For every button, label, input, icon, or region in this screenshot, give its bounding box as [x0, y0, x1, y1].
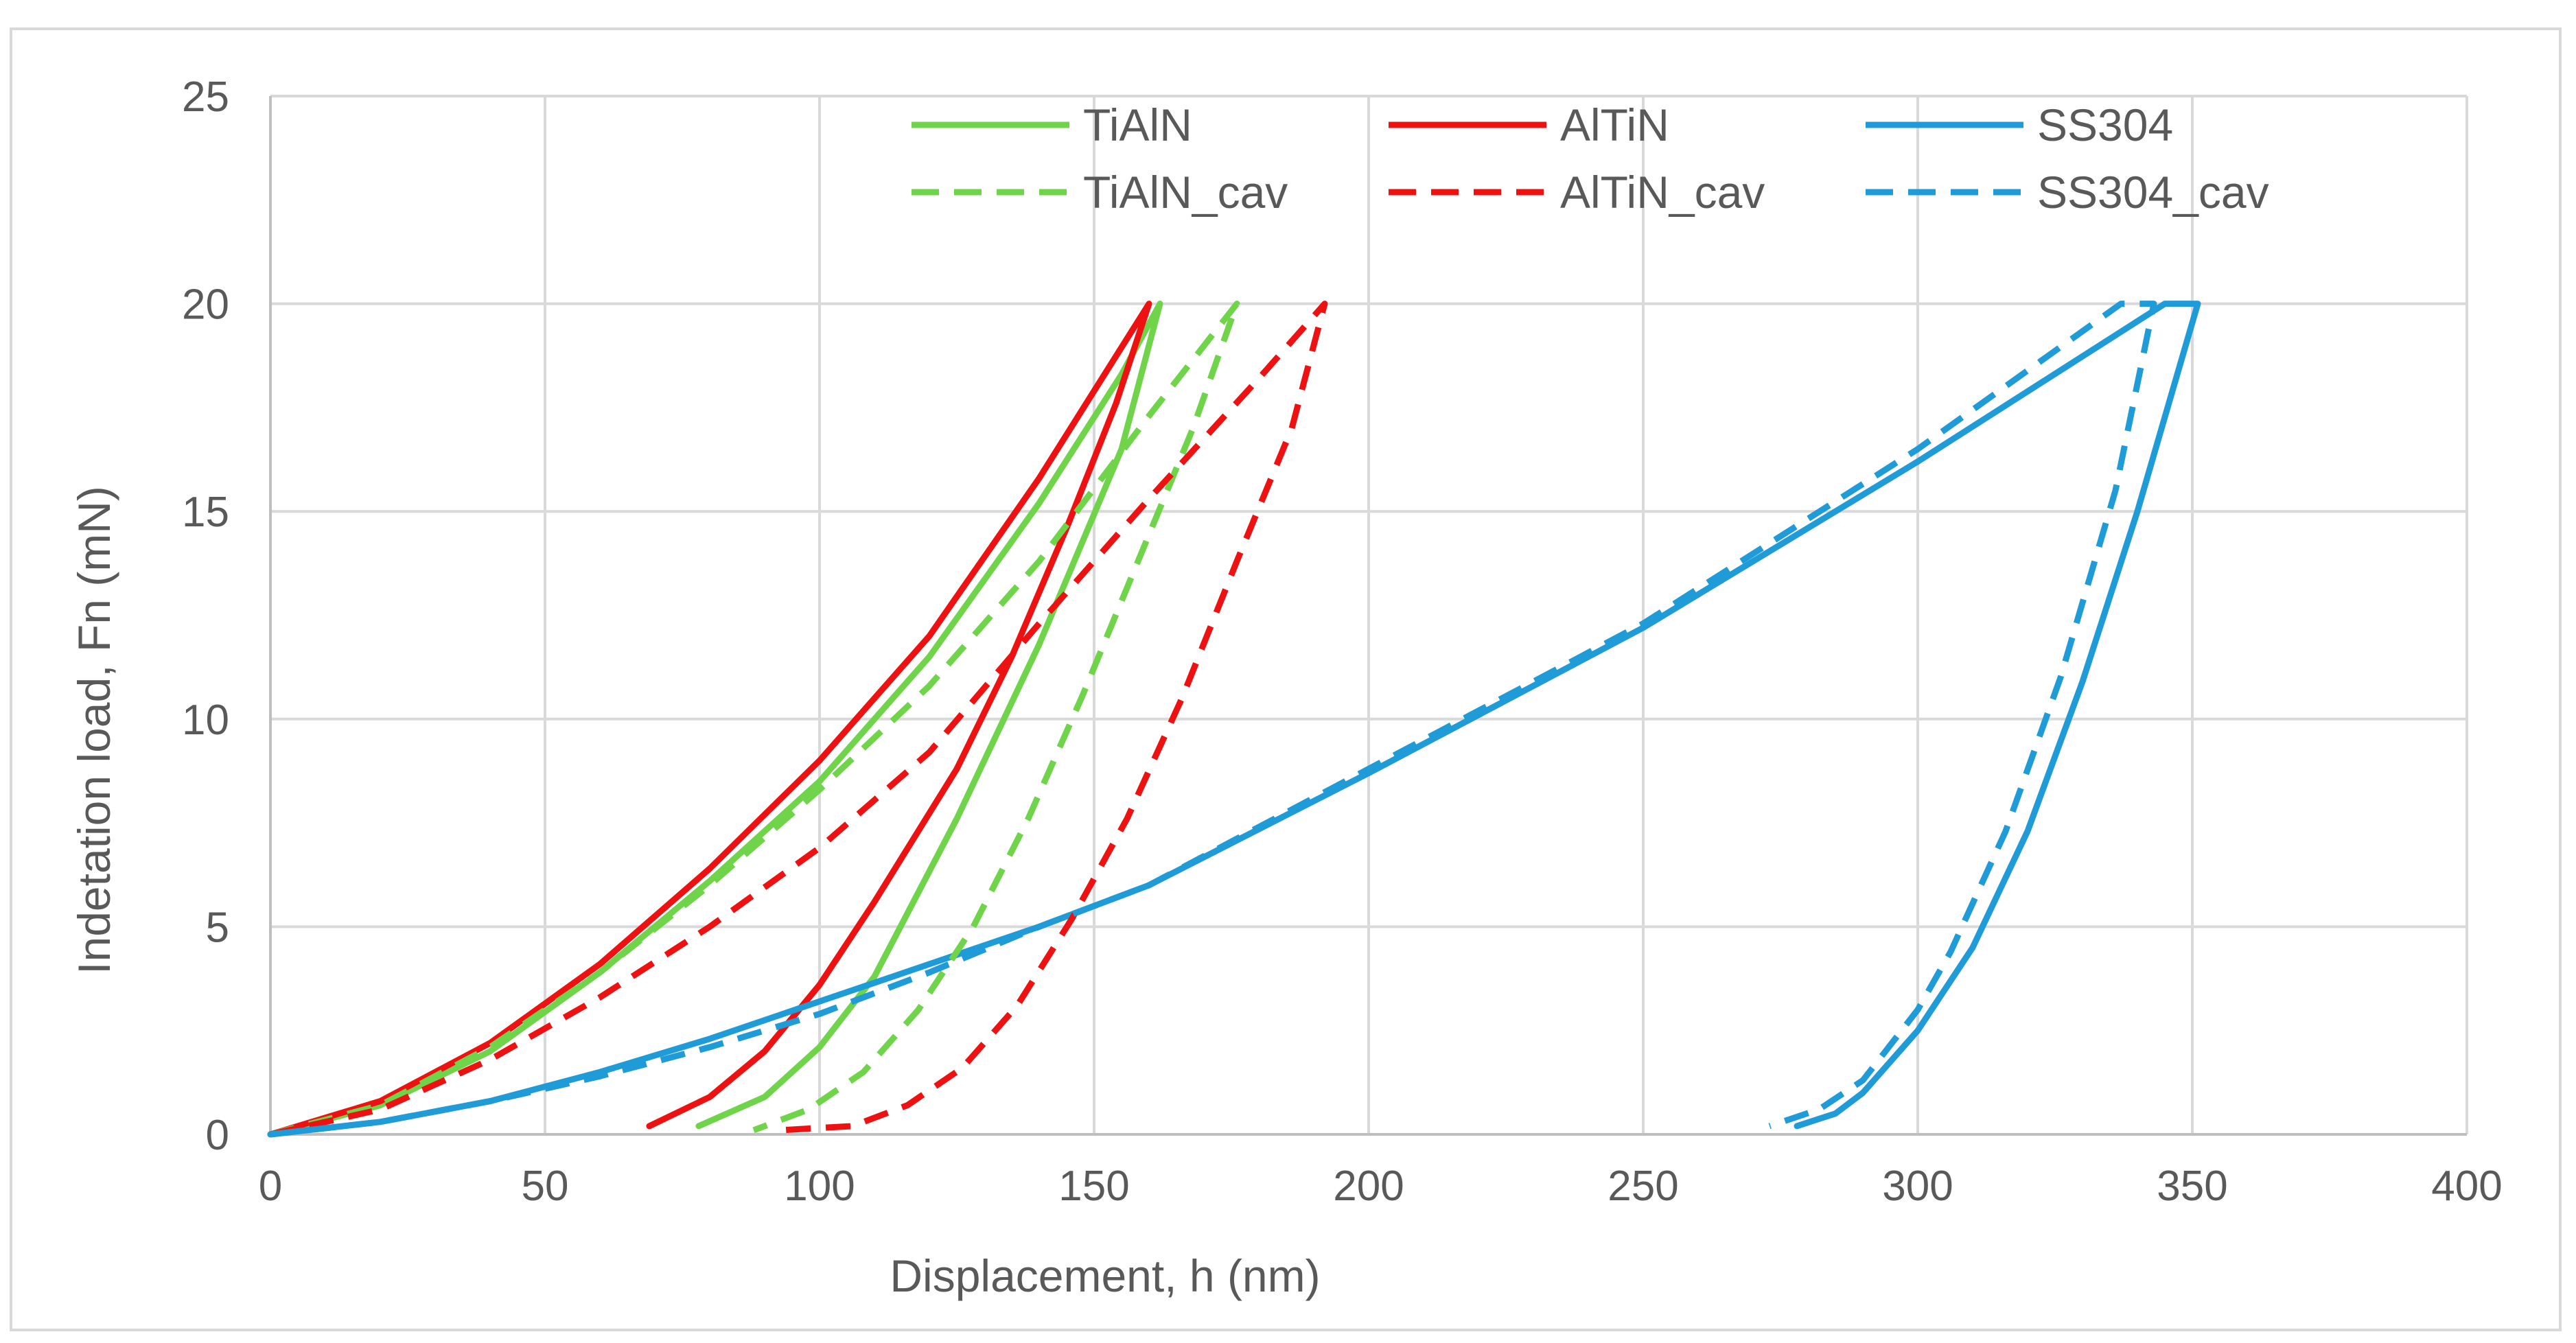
x-tick-label: 250 — [1608, 1163, 1678, 1210]
x-tick-label: 100 — [784, 1163, 855, 1210]
gridlines — [270, 95, 2468, 1134]
legend-label-altin-cav: AlTiN_cav — [1560, 167, 1765, 218]
x-tick-label: 50 — [522, 1163, 569, 1210]
x-axis-title: Displacement, h (nm) — [890, 1250, 1320, 1301]
y-tick-labels: 0 5 10 15 20 25 — [182, 73, 229, 1159]
chart-frame: 0 50 100 150 200 250 300 350 400 0 5 10 15 20 25 Disp… — [10, 27, 2562, 1331]
x-tick-label: 350 — [2157, 1163, 2227, 1210]
x-tick-label: 400 — [2431, 1163, 2502, 1210]
x-tick-label: 0 — [259, 1163, 282, 1210]
y-tick-label: 20 — [182, 281, 229, 329]
x-tick-labels: 0 50 100 150 200 250 300 350 400 — [259, 1163, 2503, 1210]
y-tick-label: 5 — [206, 904, 229, 951]
x-tick-label: 300 — [1882, 1163, 1953, 1210]
legend-label-tialn-cav: TiAlN_cav — [1083, 167, 1288, 218]
legend-label-ss304: SS304 — [2037, 100, 2173, 150]
x-tick-label: 150 — [1058, 1163, 1129, 1210]
x-tick-label: 200 — [1333, 1163, 1404, 1210]
y-tick-label: 25 — [182, 73, 229, 121]
y-axis-title: Indetation load, Fn (mN) — [69, 486, 119, 974]
series-line-altin — [267, 301, 1152, 1138]
y-tick-label: 15 — [182, 489, 229, 536]
y-tick-label: 0 — [206, 1112, 229, 1159]
legend-label-tialn: TiAlN — [1083, 100, 1192, 150]
legend-label-ss304-cav: SS304_cav — [2037, 167, 2269, 218]
chart-svg: 0 50 100 150 200 250 300 350 400 0 5 10 15 20 25 Disp… — [69, 73, 2503, 1301]
legend: TiAlN AlTiN SS304 TiAlN_cav AlTiN_cav SS304_c… — [912, 100, 2269, 218]
legend-label-altin: AlTiN — [1560, 100, 1669, 150]
series-line-ss304-cav — [270, 301, 2157, 1138]
series-line-tialn-cav — [269, 301, 1240, 1138]
series-lines — [267, 301, 2201, 1138]
axes — [269, 96, 2467, 1136]
series-line-ss304 — [267, 301, 2201, 1138]
series-line-altin-cav — [270, 301, 1328, 1138]
y-tick-label: 10 — [182, 697, 229, 744]
